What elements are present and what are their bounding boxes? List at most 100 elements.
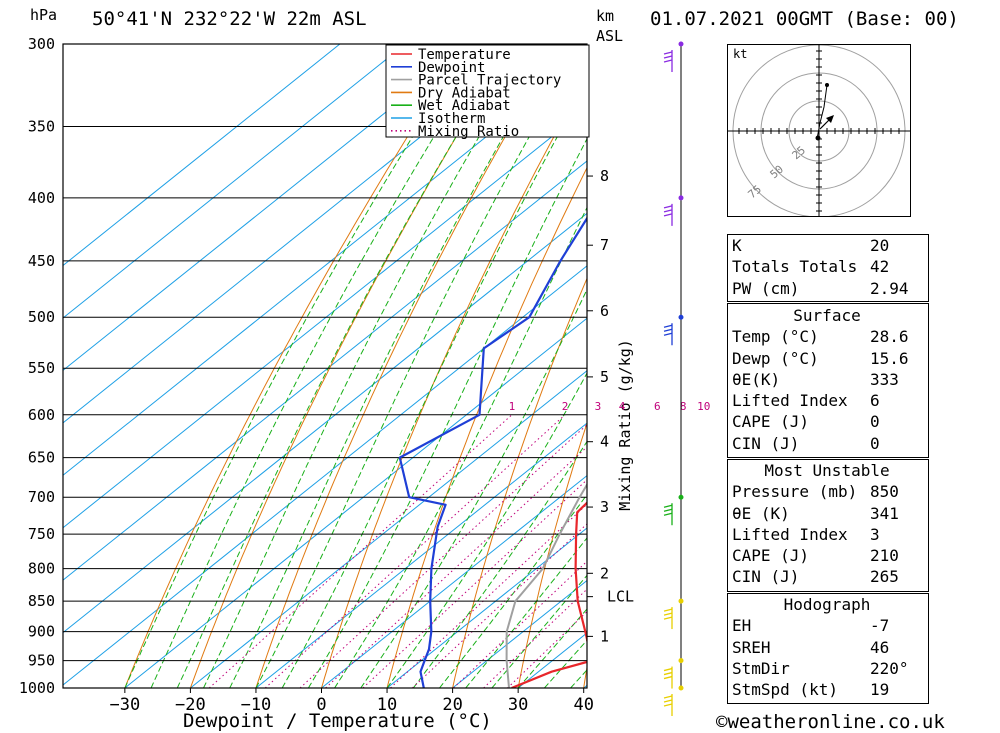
section-title-row: Surface xyxy=(727,305,927,326)
x-tick-label: 20 xyxy=(442,695,462,715)
wind-level-dot xyxy=(678,658,684,664)
x-tick-label: 40 xyxy=(573,695,593,715)
legend-label: Parcel Trajectory xyxy=(418,73,561,89)
index-value: 15.6 xyxy=(870,348,909,368)
index-value: 210 xyxy=(870,546,899,566)
index-value: 2.94 xyxy=(870,278,909,298)
index-label: Totals Totals xyxy=(732,257,858,277)
index-label: EH xyxy=(732,616,752,636)
hodograph-ring-label-25: 25 xyxy=(790,144,809,162)
index-row-pw: PW (cm) 2.94 xyxy=(727,278,914,299)
dry-adiabat-line xyxy=(452,277,587,688)
hodograph-indices: Hodograph EH -7 SREH 46 StmDir 220° StmSpd … xyxy=(727,594,927,700)
pressure-tick-label: 500 xyxy=(28,308,55,326)
storm-motion-arrowhead xyxy=(826,115,834,123)
isotherm-line xyxy=(583,684,587,688)
wind-level-dot xyxy=(678,494,684,500)
dry-adiabat-line xyxy=(255,44,560,688)
index-label: CIN (J) xyxy=(732,433,800,453)
wind-barb-flag xyxy=(663,699,673,703)
legend-label: Temperature xyxy=(418,47,511,63)
hodograph-indices-box xyxy=(727,593,929,704)
pressure-tick-label: 750 xyxy=(28,525,55,543)
index-row: Pressure (mb) 850 xyxy=(727,481,927,502)
index-label: StmSpd (kt) xyxy=(732,680,838,700)
pressure-tick-label: 850 xyxy=(28,592,55,610)
wet-adiabat-line xyxy=(386,372,587,688)
datetime-title: 01.07.2021 00GMT (Base: 00) xyxy=(650,8,959,30)
legend-box xyxy=(385,44,590,138)
index-value: 220° xyxy=(870,658,909,678)
profile-curves xyxy=(398,216,587,688)
wind-barb-flag xyxy=(663,51,673,55)
most-unstable-title: Most Unstable xyxy=(764,461,890,480)
index-row: SREH 46 xyxy=(727,637,927,658)
hodograph-unit: kt xyxy=(733,47,747,61)
pressure-tick-label: 400 xyxy=(28,189,55,207)
wind-barb-flag xyxy=(663,213,673,217)
index-value: 46 xyxy=(870,637,890,657)
height-unit-km: km xyxy=(596,7,615,25)
dry-adiabat-line xyxy=(715,26,720,688)
surface-title: Surface xyxy=(793,306,861,325)
index-row-totals: Totals Totals 42 xyxy=(727,256,914,277)
wind-barb-flag xyxy=(663,504,673,508)
wind-barb-column xyxy=(663,41,684,716)
legend-label: Wet Adiabat xyxy=(418,98,511,114)
x-tick-label: −30 xyxy=(109,695,140,715)
wind-barb-flag xyxy=(663,512,673,516)
index-value: 0 xyxy=(870,433,880,453)
mixing-ratio-label: 8 xyxy=(680,400,687,413)
index-row: StmSpd (kt) 19 xyxy=(727,679,927,700)
legend-label: Dry Adiabat xyxy=(418,85,511,101)
index-label: PW (cm) xyxy=(732,278,800,298)
index-row: θE(K) 333 xyxy=(727,369,927,390)
mixing-ratio-line xyxy=(208,414,513,688)
pressure-tick-label: 800 xyxy=(28,560,55,578)
wind-barb-flag xyxy=(663,671,673,676)
index-row: CIN (J) 0 xyxy=(727,433,927,454)
index-row: Dewp (°C) 15.6 xyxy=(727,348,927,369)
wet-adiabat-line xyxy=(412,440,587,688)
index-value: 265 xyxy=(870,567,899,587)
x-tick-label: 30 xyxy=(508,695,528,715)
index-label: CIN (J) xyxy=(732,567,800,587)
index-label: SREH xyxy=(732,637,771,657)
pressure-unit-label: hPa xyxy=(30,6,58,24)
wind-barb xyxy=(663,323,673,346)
dry-adiabat-line xyxy=(649,26,720,688)
index-row: CAPE (J) 210 xyxy=(727,545,927,566)
general-indices-box xyxy=(727,234,929,302)
isotherm-line xyxy=(63,265,587,686)
hodograph-ring-label-50: 50 xyxy=(768,163,787,181)
mixing-ratio-label: 10 xyxy=(697,400,710,413)
x-axis-title: Dewpoint / Temperature (°C) xyxy=(183,710,492,732)
index-label: StmDir xyxy=(732,658,790,678)
index-label: CAPE (J) xyxy=(732,546,810,566)
pressure-tick-label: 600 xyxy=(28,406,55,424)
wind-level-dot xyxy=(678,195,684,201)
copyright-notice[interactable]: ©weatheronline.co.uk xyxy=(716,711,945,733)
skew-t-diagram: 3003504004505005506006507007508008509009… xyxy=(19,26,720,716)
most-unstable-indices: Most Unstable Pressure (mb) 850 θE (K) 341… xyxy=(727,460,927,588)
index-value: 0 xyxy=(870,412,880,432)
dry-adiabat-line xyxy=(583,664,587,688)
isotherm-line xyxy=(63,160,587,581)
wind-level-dot xyxy=(678,314,684,320)
wet-adiabat-line xyxy=(465,537,587,688)
km-tick-label: 6 xyxy=(600,302,609,320)
general-indices: K 20 Totals Totals 42 PW (cm) 2.94 xyxy=(727,235,914,299)
legend-label: Mixing Ratio xyxy=(418,124,519,140)
wind-barb xyxy=(663,666,673,689)
wet-adiabat-line xyxy=(439,493,587,688)
wind-barb-flag xyxy=(663,324,673,328)
index-value: 341 xyxy=(870,503,899,523)
wet-adiabat-line xyxy=(150,44,492,688)
wind-barb-flag xyxy=(663,209,673,213)
index-value: 6 xyxy=(870,391,880,411)
mixing-ratio-axis-title: Mixing Ratio (g/kg) xyxy=(616,339,634,511)
mixing-ratio-line xyxy=(264,414,566,688)
km-tick-label: 5 xyxy=(600,368,609,386)
index-row: Lifted Index 6 xyxy=(727,390,927,411)
location-title: 50°41'N 232°22'W 22m ASL xyxy=(92,8,367,30)
